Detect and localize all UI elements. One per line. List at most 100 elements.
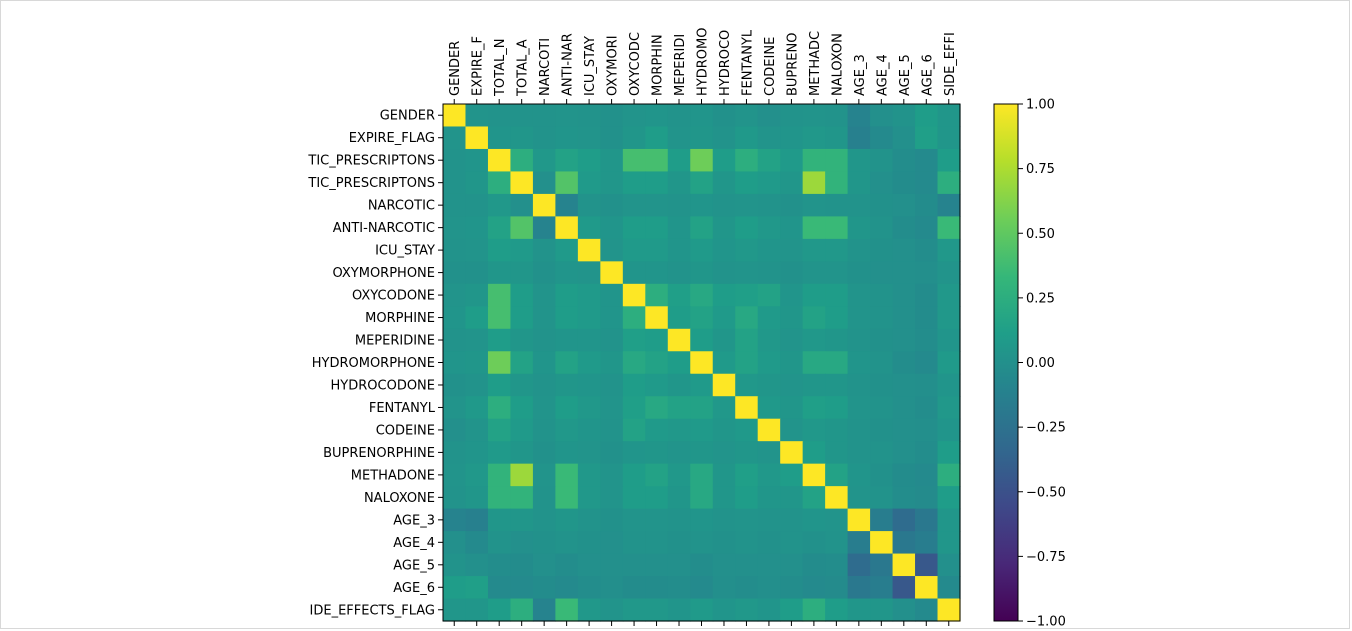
heatmap-cell-9-18 xyxy=(847,306,871,330)
heatmap-cell-5-20 xyxy=(892,216,916,240)
y-tick-label: ANTI-NARCOTIC xyxy=(333,221,435,236)
colorbar-tick-label: 0.50 xyxy=(1026,227,1055,242)
heatmap-cell-13-6 xyxy=(577,396,601,420)
heatmap-cell-13-17 xyxy=(825,396,849,420)
heatmap-cell-4-10 xyxy=(667,193,691,217)
heatmap-cell-1-2 xyxy=(487,126,512,150)
heatmap-cell-7-3 xyxy=(510,261,534,285)
heatmap-cell-22-8 xyxy=(622,598,646,622)
heatmap-cell-12-1 xyxy=(465,373,489,397)
heatmap-cell-5-0 xyxy=(443,216,467,240)
x-tick-label: GENDER xyxy=(448,41,463,96)
x-tick-label: MORPHIN xyxy=(651,34,666,96)
heatmap-cell-12-8 xyxy=(622,373,646,397)
heatmap-cell-17-14 xyxy=(757,486,781,510)
heatmap-cell-15-8 xyxy=(622,441,646,465)
heatmap-cell-17-5 xyxy=(555,486,579,510)
y-tick-label: GENDER xyxy=(380,109,435,124)
heatmap-cell-4-22 xyxy=(937,193,961,217)
heatmap-cell-1-11 xyxy=(690,126,714,150)
heatmap-cell-22-9 xyxy=(645,598,669,622)
heatmap-cell-19-1 xyxy=(465,531,489,555)
heatmap-cell-9-11 xyxy=(690,306,714,330)
heatmap-cell-22-20 xyxy=(892,598,916,622)
heatmap-cell-5-2 xyxy=(487,216,512,240)
heatmap-cell-17-12 xyxy=(712,486,736,510)
heatmap-cell-3-1 xyxy=(465,171,489,195)
heatmap-cell-7-18 xyxy=(847,261,871,285)
heatmap-cell-9-4 xyxy=(532,306,556,330)
y-tick-label: AGE_5 xyxy=(393,558,435,573)
heatmap-cell-11-16 xyxy=(802,351,826,375)
heatmap-cell-9-6 xyxy=(577,306,601,330)
heatmap-cell-20-12 xyxy=(712,553,736,577)
y-tick-label: IDE_EFFECTS_FLAG xyxy=(310,603,435,618)
heatmap-cell-13-4 xyxy=(532,396,556,420)
heatmap-cell-17-0 xyxy=(443,486,467,510)
heatmap-cell-5-7 xyxy=(600,216,624,240)
heatmap-cell-15-9 xyxy=(645,441,669,465)
heatmap-cell-1-10 xyxy=(667,126,691,150)
heatmap-cell-17-17 xyxy=(825,486,849,510)
heatmap-cell-13-8 xyxy=(622,396,646,420)
heatmap-cell-15-17 xyxy=(825,441,849,465)
heatmap-cell-13-7 xyxy=(600,396,624,420)
heatmap-cell-1-19 xyxy=(870,126,894,150)
heatmap-cell-19-13 xyxy=(735,531,759,555)
heatmap-cell-1-0 xyxy=(443,126,467,150)
heatmap-cell-15-11 xyxy=(690,441,714,465)
heatmap-cell-14-10 xyxy=(667,418,691,442)
heatmap-cell-22-15 xyxy=(780,598,804,622)
heatmap-cell-14-7 xyxy=(600,418,624,442)
colorbar-tick-label: 0.00 xyxy=(1026,356,1055,371)
heatmap-cell-4-7 xyxy=(600,193,624,217)
heatmap-cell-7-16 xyxy=(802,261,826,285)
heatmap-cell-8-12 xyxy=(712,283,736,307)
heatmap-cell-6-17 xyxy=(825,238,849,262)
heatmap-cell-10-5 xyxy=(555,328,579,352)
heatmap-cell-19-2 xyxy=(487,531,512,555)
heatmap-cell-10-11 xyxy=(690,328,714,352)
heatmap-cell-19-17 xyxy=(825,531,849,555)
heatmap-cell-13-9 xyxy=(645,396,669,420)
heatmap-cell-19-7 xyxy=(600,531,624,555)
heatmap-cell-13-15 xyxy=(780,396,804,420)
heatmap-cell-13-0 xyxy=(443,396,467,420)
heatmap-cell-18-10 xyxy=(667,508,691,532)
heatmap-cell-4-15 xyxy=(780,193,804,217)
heatmap-cell-17-22 xyxy=(937,486,961,510)
heatmap-cell-3-9 xyxy=(645,171,669,195)
heatmap-cell-20-9 xyxy=(645,553,669,577)
heatmap-cell-9-2 xyxy=(487,306,512,330)
y-tick-label: AGE_4 xyxy=(393,536,435,551)
x-tick-label: OXYMORI xyxy=(606,35,621,96)
heatmap-cell-14-3 xyxy=(510,418,534,442)
heatmap-cell-3-2 xyxy=(487,171,512,195)
x-tick-label: AGE_6 xyxy=(920,54,935,96)
heatmap-cell-14-12 xyxy=(712,418,736,442)
heatmap-cell-0-21 xyxy=(915,104,939,128)
heatmap-cell-10-6 xyxy=(577,328,601,352)
heatmap-cell-11-19 xyxy=(870,351,894,375)
heatmap-cell-4-0 xyxy=(443,193,467,217)
heatmap-cell-4-13 xyxy=(735,193,759,217)
heatmap-cell-7-9 xyxy=(645,261,669,285)
heatmap-cell-22-11 xyxy=(690,598,714,622)
heatmap-cell-11-12 xyxy=(712,351,736,375)
heatmap-cell-17-1 xyxy=(465,486,489,510)
heatmap-cell-16-9 xyxy=(645,463,669,487)
heatmap-cell-3-3 xyxy=(510,171,534,195)
heatmap-cell-1-3 xyxy=(510,126,534,150)
heatmap-cell-16-1 xyxy=(465,463,489,487)
heatmap-cell-11-6 xyxy=(577,351,601,375)
heatmap-cell-15-16 xyxy=(802,441,826,465)
heatmap-cell-22-3 xyxy=(510,598,534,622)
heatmap-cell-12-15 xyxy=(780,373,804,397)
heatmap-cell-11-8 xyxy=(622,351,646,375)
heatmap-cell-0-11 xyxy=(690,104,714,128)
colorbar-tick-label: 0.25 xyxy=(1026,291,1055,306)
heatmap-cell-19-10 xyxy=(667,531,691,555)
heatmap-cell-17-2 xyxy=(487,486,512,510)
heatmap-cell-15-5 xyxy=(555,441,579,465)
heatmap-cell-20-13 xyxy=(735,553,759,577)
